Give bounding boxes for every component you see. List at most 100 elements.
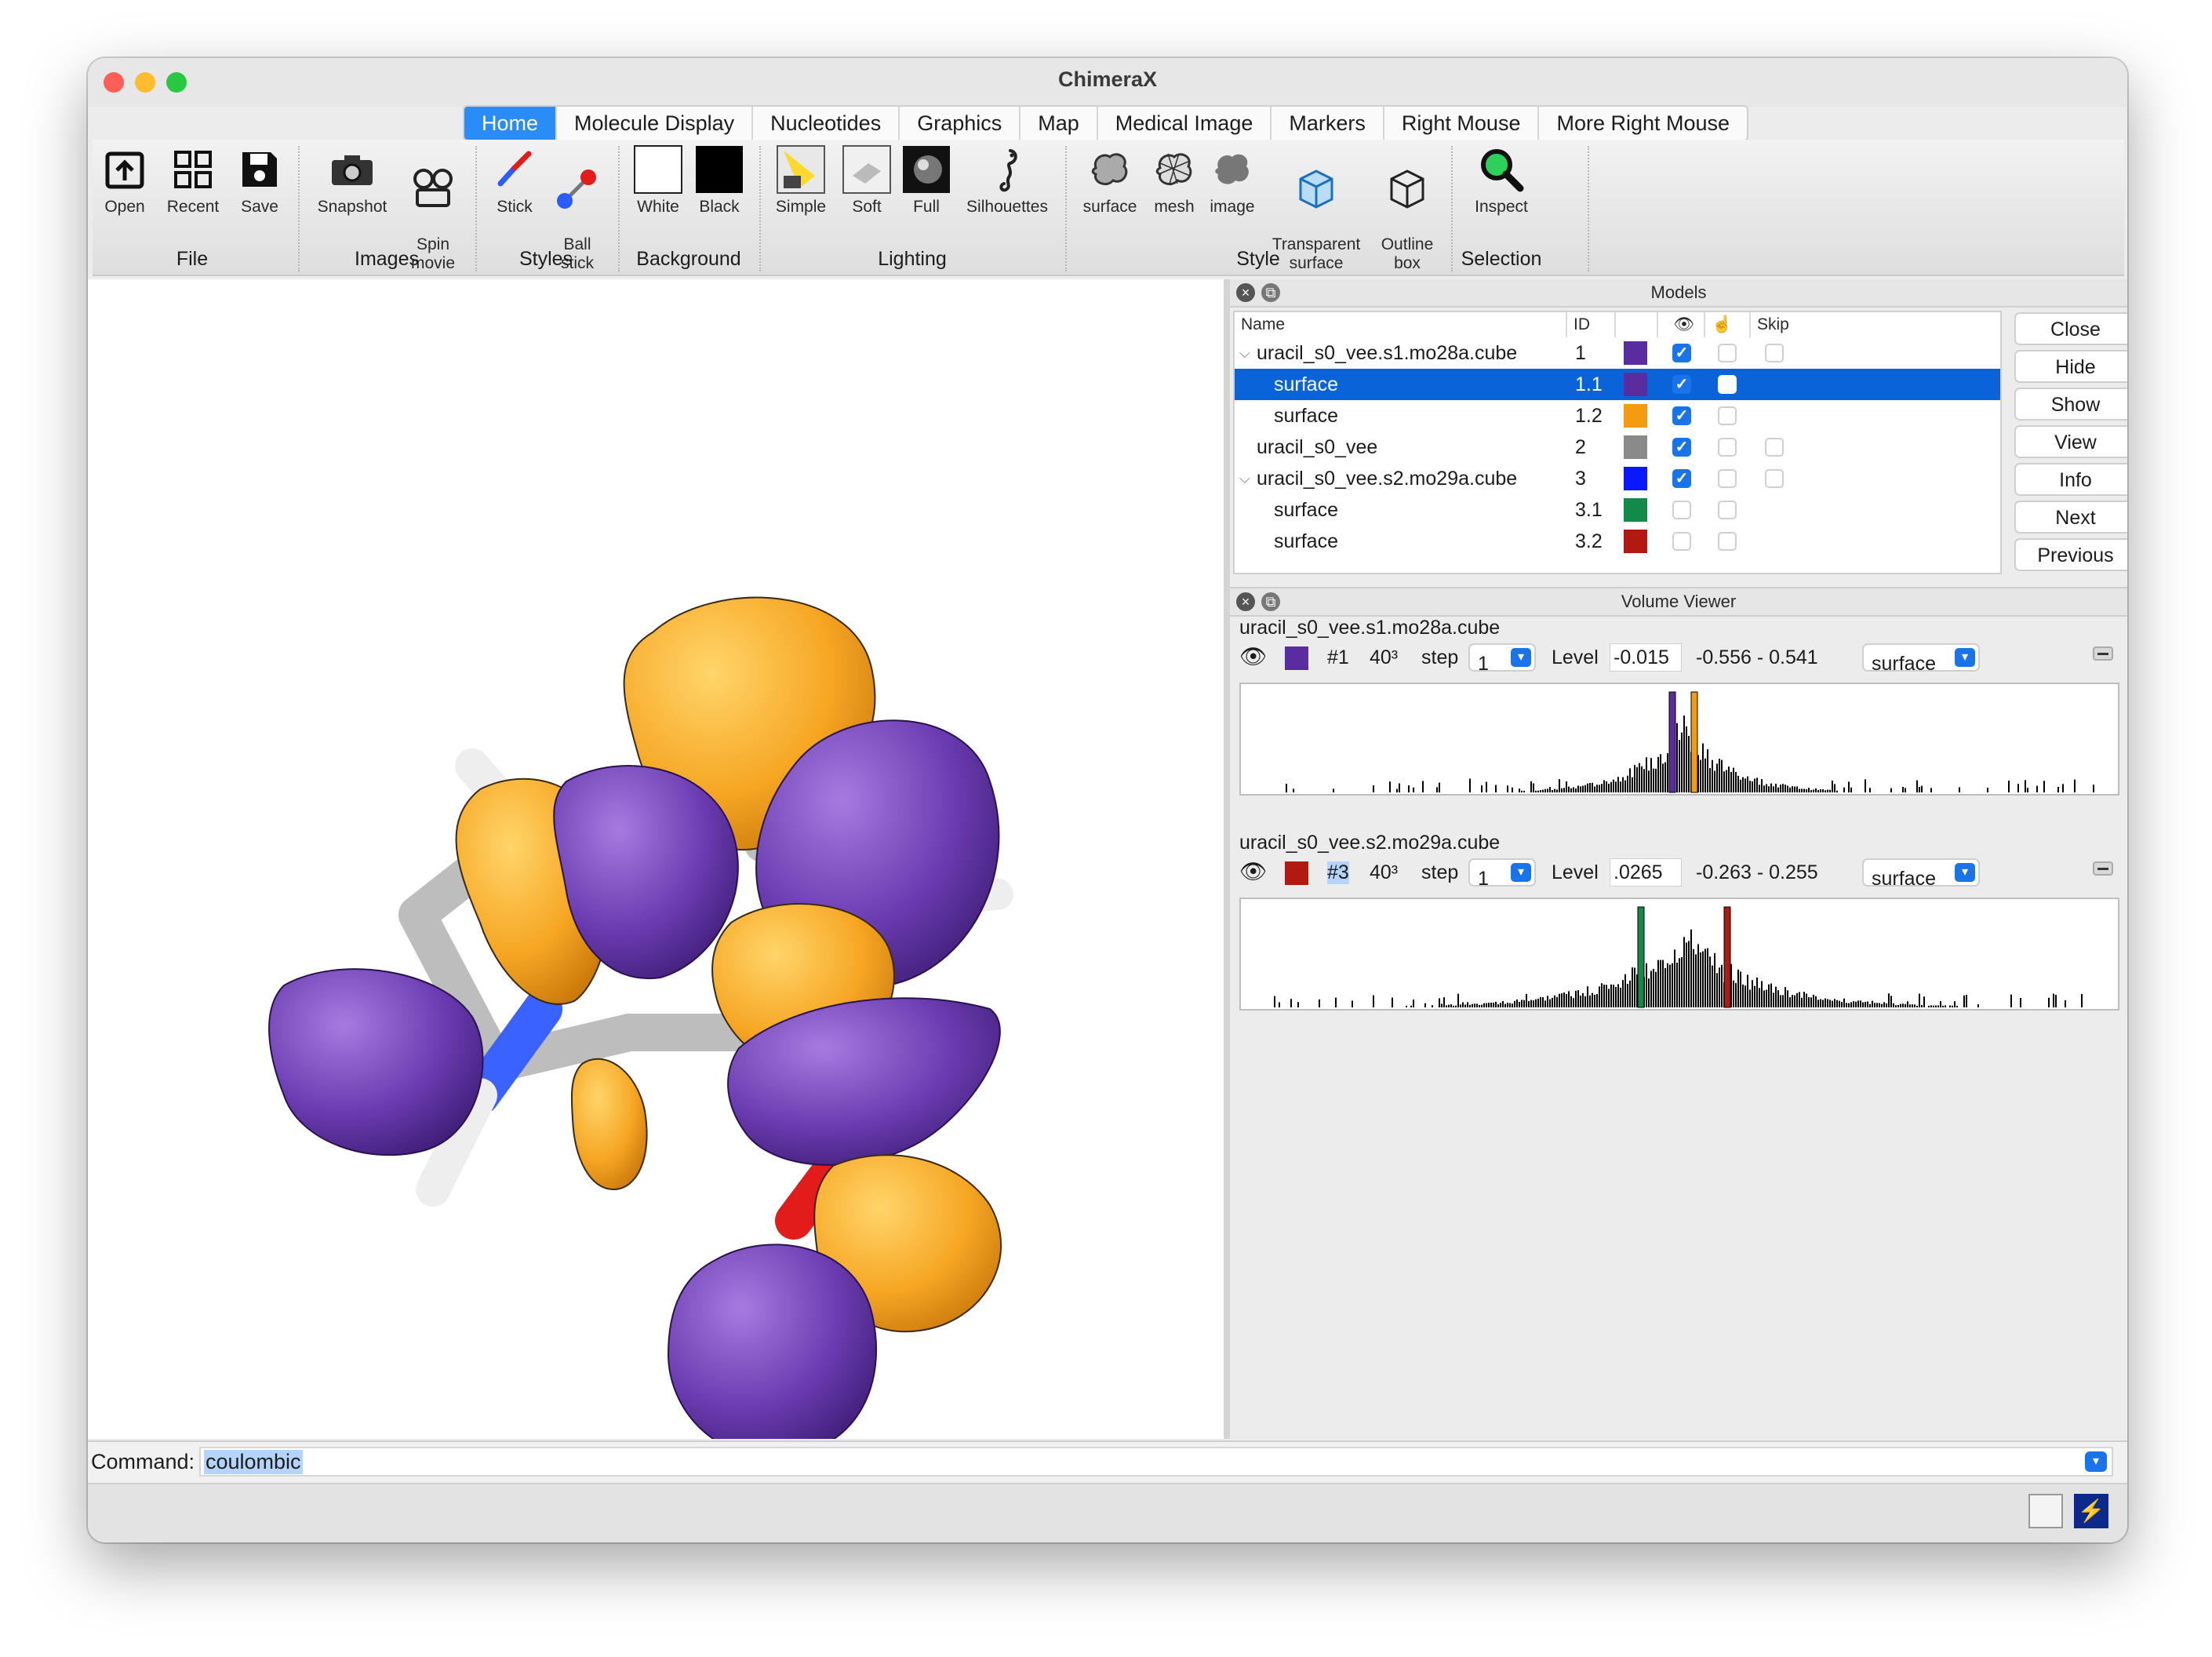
mesh-style-button[interactable]: mesh	[1147, 144, 1202, 217]
show-button[interactable]: Show	[2014, 388, 2127, 421]
histogram[interactable]	[1239, 898, 2119, 1011]
threshold-marker[interactable]	[1690, 691, 1698, 793]
model-row[interactable]: surface 1.1 ✓	[1235, 369, 2000, 400]
threshold-marker[interactable]	[1723, 906, 1731, 1008]
shown-checkbox[interactable]	[1672, 501, 1691, 519]
close-panel-icon[interactable]: ×	[1236, 283, 1255, 302]
tab-right-mouse[interactable]: Right Mouse	[1384, 107, 1540, 140]
open-button[interactable]: Open	[97, 144, 152, 217]
column-color[interactable]	[1616, 312, 1658, 337]
model-color-swatch[interactable]	[1624, 467, 1647, 490]
tab-home[interactable]: Home	[464, 107, 558, 140]
model-color-swatch[interactable]	[1624, 341, 1647, 365]
undock-panel-icon[interactable]: ⧉	[1261, 283, 1280, 302]
collapse-histogram-icon[interactable]	[2093, 861, 2113, 876]
model-color-swatch[interactable]	[1624, 530, 1647, 553]
surface-style-button[interactable]: surface	[1076, 144, 1144, 217]
snapshot-button[interactable]: Snapshot	[309, 144, 395, 217]
model-color-swatch[interactable]	[1624, 435, 1647, 459]
full-lighting-button[interactable]: Full	[899, 144, 954, 217]
next-button[interactable]: Next	[2014, 501, 2127, 534]
undock-panel-icon[interactable]: ⧉	[1261, 592, 1280, 611]
model-row[interactable]: surface 1.2 ✓	[1235, 400, 2000, 432]
tab-markers[interactable]: Markers	[1272, 107, 1384, 140]
volume-color-swatch[interactable]	[1285, 861, 1308, 885]
expand-chevron-icon[interactable]: ⌵	[1239, 471, 1250, 486]
model-row[interactable]: ⌵ uracil_s0_vee.s1.mo28a.cube 1 ✓	[1235, 337, 2000, 369]
tab-map[interactable]: Map	[1021, 107, 1098, 140]
model-color-swatch[interactable]	[1624, 373, 1647, 396]
tab-molecule-display[interactable]: Molecule Display	[557, 107, 754, 140]
threshold-marker[interactable]	[1668, 691, 1676, 793]
shown-checkbox[interactable]: ✓	[1672, 469, 1691, 488]
column-name[interactable]: Name	[1235, 312, 1567, 337]
volume-color-swatch[interactable]	[1285, 646, 1308, 670]
model-row[interactable]: ⌵ uracil_s0_vee.s2.mo29a.cube 3 ✓	[1235, 463, 2000, 494]
image-style-button[interactable]: image	[1205, 144, 1260, 217]
shown-checkbox[interactable]: ✓	[1672, 344, 1691, 362]
model-row[interactable]: surface 3.1	[1235, 494, 2000, 526]
black-background-button[interactable]: Black	[690, 144, 748, 217]
command-input[interactable]: coulombic ▾	[199, 1447, 2113, 1477]
select-checkbox[interactable]	[1718, 406, 1737, 425]
lightning-icon[interactable]: ⚡	[2074, 1494, 2108, 1528]
skip-checkbox[interactable]	[1765, 469, 1784, 488]
model-color-swatch[interactable]	[1624, 498, 1647, 522]
level-input[interactable]: .0265	[1610, 858, 1682, 887]
graphics-viewport[interactable]	[88, 279, 1224, 1458]
command-history-dropdown-icon[interactable]: ▾	[2085, 1451, 2107, 1472]
model-color-swatch[interactable]	[1624, 404, 1647, 428]
tab-graphics[interactable]: Graphics	[900, 107, 1021, 140]
model-row[interactable]: surface 3.2	[1235, 526, 2000, 557]
eye-icon[interactable]: 👁	[1239, 859, 1268, 883]
info-button[interactable]: Info	[2014, 463, 2127, 496]
tab-medical-image[interactable]: Medical Image	[1098, 107, 1272, 140]
style-dropdown[interactable]: surface ▾	[1862, 643, 1980, 675]
select-checkbox[interactable]	[1718, 501, 1737, 519]
panel-divider[interactable]	[1224, 279, 1230, 1439]
close-button[interactable]: Close	[2014, 312, 2127, 345]
collapse-histogram-icon[interactable]	[2093, 646, 2113, 661]
view-button[interactable]: View	[2014, 425, 2127, 458]
threshold-marker[interactable]	[1637, 906, 1645, 1008]
histogram[interactable]	[1239, 683, 2119, 796]
select-checkbox[interactable]	[1718, 532, 1737, 551]
shown-checkbox[interactable]: ✓	[1672, 375, 1691, 394]
transparent-surface-button[interactable]: Transparent surface	[1263, 144, 1370, 273]
simple-lighting-button[interactable]: Simple	[770, 144, 831, 217]
select-checkbox[interactable]	[1718, 469, 1737, 488]
selection-inspector-icon[interactable]	[2028, 1494, 2063, 1528]
column-skip[interactable]: Skip	[1757, 315, 1789, 333]
expand-chevron-icon[interactable]: ⌵	[1239, 345, 1250, 361]
hide-button[interactable]: Hide	[2014, 350, 2127, 383]
shown-checkbox[interactable]	[1672, 532, 1691, 551]
stick-button[interactable]: Stick	[485, 144, 544, 217]
select-checkbox[interactable]	[1718, 375, 1737, 394]
soft-lighting-button[interactable]: Soft	[839, 144, 894, 217]
outline-box-button[interactable]: Outline box	[1374, 144, 1440, 273]
column-id[interactable]: ID	[1567, 312, 1616, 337]
shown-checkbox[interactable]: ✓	[1672, 438, 1691, 457]
column-shown[interactable]: 👁	[1658, 312, 1705, 337]
recent-button[interactable]: Recent	[162, 144, 224, 217]
tab-nucleotides[interactable]: Nucleotides	[753, 107, 900, 140]
style-dropdown[interactable]: surface ▾	[1862, 858, 1980, 890]
previous-button[interactable]: Previous	[2014, 538, 2127, 571]
close-window-icon[interactable]	[104, 72, 124, 93]
skip-checkbox[interactable]	[1765, 438, 1784, 457]
ball-stick-button[interactable]: Ball stick	[548, 144, 607, 273]
inspect-button[interactable]: Inspect	[1462, 144, 1541, 217]
eye-icon[interactable]: 👁	[1239, 644, 1268, 668]
close-panel-icon[interactable]: ×	[1236, 592, 1255, 611]
select-checkbox[interactable]	[1718, 344, 1737, 362]
spin-movie-button[interactable]: Spin movie	[402, 144, 464, 273]
minimize-window-icon[interactable]	[135, 72, 155, 93]
column-select[interactable]: ☝	[1705, 312, 1751, 337]
white-background-button[interactable]: White	[629, 144, 687, 217]
step-dropdown[interactable]: 1 ▾	[1468, 858, 1536, 890]
level-input[interactable]: -0.015	[1610, 643, 1682, 672]
silhouettes-button[interactable]: Silhouettes	[960, 144, 1054, 217]
skip-checkbox[interactable]	[1765, 344, 1784, 362]
tab-more-right-mouse[interactable]: More Right Mouse	[1556, 111, 1730, 135]
model-row[interactable]: uracil_s0_vee 2 ✓	[1235, 432, 2000, 463]
